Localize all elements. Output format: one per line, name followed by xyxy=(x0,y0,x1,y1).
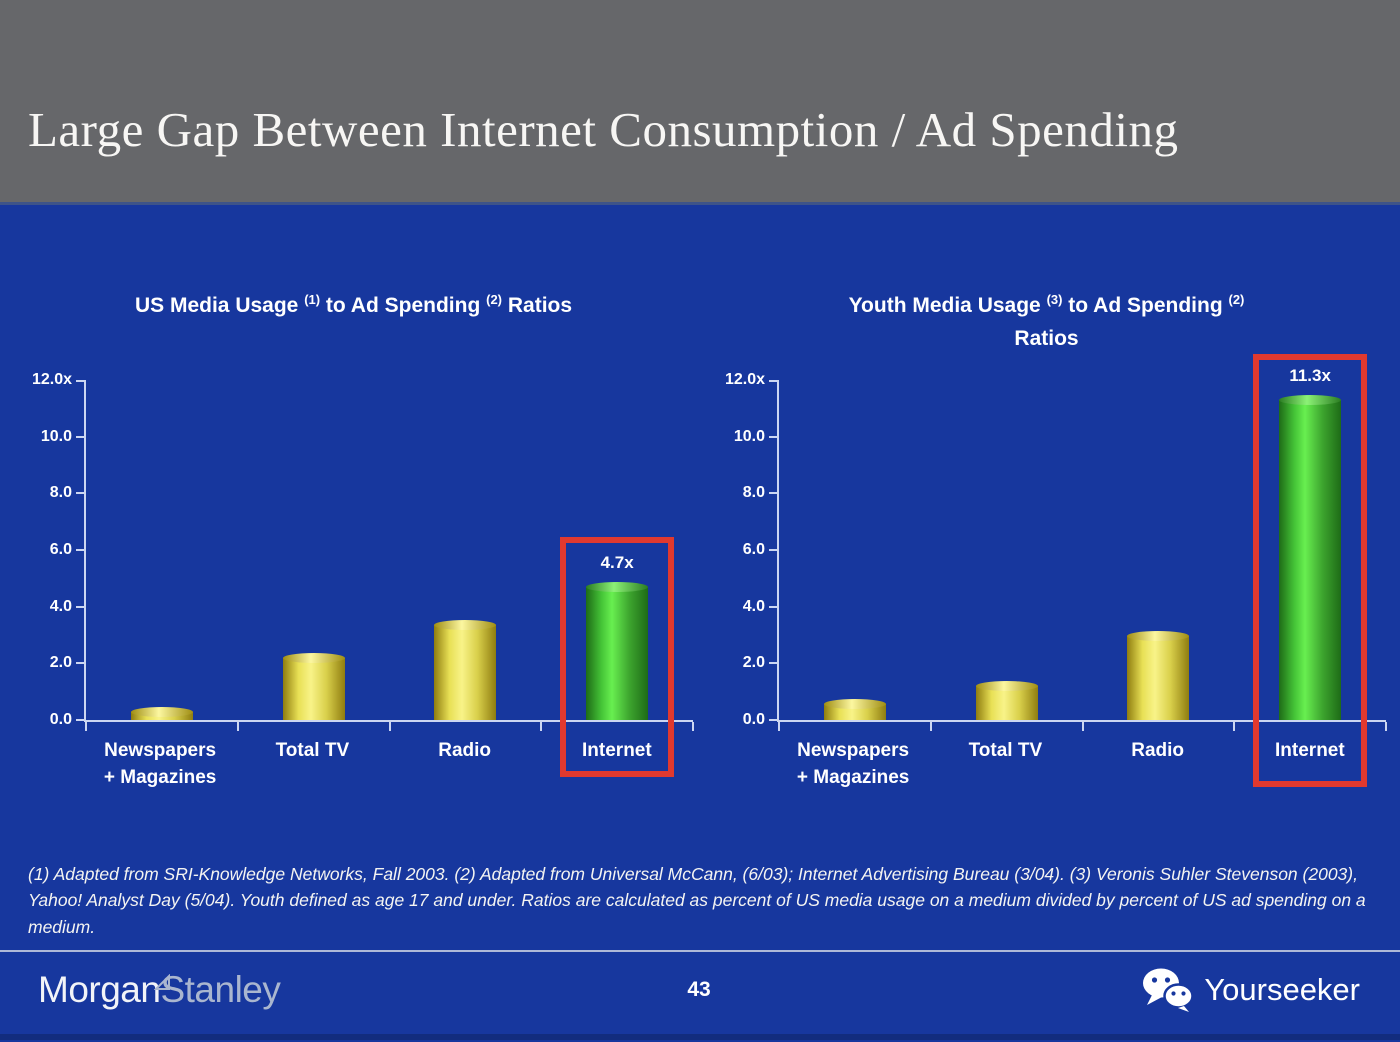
bar-total-tv xyxy=(282,652,345,720)
y-axis-labels: 12.0x 10.0 8.0 6.0 4.0 2.0 0.0 xyxy=(14,371,84,728)
x-axis-category-label: Internet xyxy=(582,740,652,761)
y-axis-tick-label: 2.0 xyxy=(742,654,765,672)
x-axis-labels: Newspapers + Magazines Total TV Radio Intern… xyxy=(84,722,693,791)
y-axis-tick-label: 6.0 xyxy=(49,541,72,558)
footnote: (1) Adapted from SRI-Knowledge Networks,… xyxy=(28,864,1366,937)
bar-cell-radio xyxy=(1083,380,1235,720)
chart-title-line2: Ratios xyxy=(1014,326,1079,350)
bar-value-label: 11.3x xyxy=(1289,365,1331,385)
wechat-icon xyxy=(1140,967,1196,1013)
y-axis-tick-mark xyxy=(76,549,84,551)
y-axis-tick-mark xyxy=(769,380,777,382)
y-axis-tick-label: 12.0x xyxy=(31,371,72,388)
y-axis-tick-mark xyxy=(76,435,84,438)
chart-title-line1: Youth Media Usage (3) to Ad Spending (2) xyxy=(848,292,1245,317)
x-axis-category-label: Newspapers + Magazines xyxy=(796,740,910,788)
bar-radio xyxy=(1127,631,1190,720)
y-axis-tick-label: 8.0 xyxy=(742,484,765,502)
bar-cell-total-tv xyxy=(238,380,390,720)
x-axis-category-label: Newspapers + Magazines xyxy=(103,740,217,788)
plot-area: 4.7x xyxy=(76,380,694,777)
slide-header: Large Gap Between Internet Consumption /… xyxy=(0,0,1400,205)
page-number: 43 xyxy=(687,977,711,1001)
charts-row: US Media Usage (1) to Ad Spending (2) Ra… xyxy=(0,290,1400,791)
yourseeker-label: Yourseeker xyxy=(1204,971,1360,1007)
bar-newspapers-magazines xyxy=(823,699,886,720)
x-axis-category-label: Radio xyxy=(1131,740,1185,761)
slide-title: Large Gap Between Internet Consumption /… xyxy=(28,102,1179,157)
x-axis-tick-mark xyxy=(692,722,694,731)
bar-cell-radio xyxy=(390,380,542,720)
x-axis-tick-mark xyxy=(1081,722,1084,731)
x-axis-tick-mark xyxy=(236,722,239,731)
y-axis-tick-label: 4.0 xyxy=(49,597,72,615)
x-axis-tick-mark xyxy=(929,722,932,731)
y-axis-tick-label: 6.0 xyxy=(742,541,765,558)
y-axis-tick-mark xyxy=(769,662,777,665)
plot-area: 11.3x xyxy=(769,354,1387,787)
y-axis-tick-mark xyxy=(769,719,777,721)
y-axis-tick-label: 8.0 xyxy=(49,484,72,502)
triangle-icon xyxy=(154,958,171,1000)
x-axis-tick-mark xyxy=(85,722,87,731)
chart-youth-media-usage: Youth Media Usage (3) to Ad Spending (2)… xyxy=(707,290,1387,791)
x-axis-category-label: Radio xyxy=(438,740,492,761)
y-axis-tick-mark xyxy=(769,492,777,495)
chart-title-left: US Media Usage (1) to Ad Spending (2) Ra… xyxy=(14,290,693,370)
y-axis-tick-label: 0.0 xyxy=(742,711,765,728)
plot-wrap: 12.0x 10.0 8.0 6.0 4.0 2.0 0.0 4.7x xyxy=(14,371,694,777)
bar-cell-internet: 4.7x xyxy=(541,380,693,777)
y-axis-tick-mark xyxy=(76,719,84,721)
x-axis-tick-mark xyxy=(778,722,780,731)
bar-total-tv xyxy=(975,681,1038,720)
y-axis-tick-mark xyxy=(769,605,777,608)
separator-line xyxy=(0,949,1400,952)
x-axis-tick-mark xyxy=(1233,722,1236,731)
x-axis-category-label: Total TV xyxy=(968,740,1043,761)
bar-cell-internet: 11.3x xyxy=(1234,354,1386,787)
x-axis-tick-mark xyxy=(540,722,543,731)
plot-wrap: 12.0x 10.0 8.0 6.0 4.0 2.0 0.0 11.3x xyxy=(707,354,1387,787)
morgan-wordmark: Morgan xyxy=(38,968,161,1010)
bar-value-label: 4.7x xyxy=(600,552,634,572)
y-axis-tick-mark xyxy=(76,492,84,495)
x-axis-category-label: Total TV xyxy=(275,740,350,761)
chart-title-right: Youth Media Usage (3) to Ad Spending (2)… xyxy=(707,290,1386,370)
chart-us-media-usage: US Media Usage (1) to Ad Spending (2) Ra… xyxy=(14,290,694,791)
x-axis-category-label: Internet xyxy=(1275,740,1345,761)
y-axis-tick-mark xyxy=(769,549,777,551)
bar-newspapers-magazines xyxy=(130,706,193,720)
y-axis-tick-label: 4.0 xyxy=(742,597,765,615)
y-axis-tick-label: 2.0 xyxy=(49,654,72,672)
bar-internet: 4.7x xyxy=(586,553,649,720)
y-axis-tick-mark xyxy=(76,380,84,382)
y-axis-tick-label: 12.0x xyxy=(724,371,765,388)
bar-cell-total-tv xyxy=(931,380,1083,720)
slide-footer: Morgan Stanley 43 Yourseeker xyxy=(0,952,1400,1040)
x-axis-tick-mark xyxy=(388,722,391,731)
y-axis-tick-mark xyxy=(76,605,84,608)
x-axis-labels: Newspapers + Magazines Total TV Radio Intern… xyxy=(777,722,1386,791)
bars: 11.3x xyxy=(779,354,1386,787)
bar-cell-newspapers-magazines xyxy=(86,380,238,720)
bars: 4.7x xyxy=(86,380,693,777)
y-axis-tick-label: 10.0 xyxy=(40,427,72,445)
morgan-stanley-logo: Morgan Stanley xyxy=(38,969,687,1011)
stanley-wordmark: Stanley xyxy=(160,968,281,1010)
y-axis-tick-label: 10.0 xyxy=(733,427,765,445)
y-axis-labels: 12.0x 10.0 8.0 6.0 4.0 2.0 0.0 xyxy=(707,371,777,728)
x-axis-tick-mark xyxy=(1385,722,1387,731)
bar-radio xyxy=(434,620,497,720)
bar-internet: 11.3x xyxy=(1279,366,1342,720)
y-axis-tick-mark xyxy=(769,435,777,438)
y-axis-tick-mark xyxy=(76,662,84,665)
chart-title-line1: US Media Usage (1) to Ad Spending (2) Ra… xyxy=(134,292,573,317)
yourseeker-brand: Yourseeker xyxy=(1140,967,1360,1013)
bar-cell-newspapers-magazines xyxy=(779,380,931,720)
y-axis-tick-label: 0.0 xyxy=(49,711,72,728)
